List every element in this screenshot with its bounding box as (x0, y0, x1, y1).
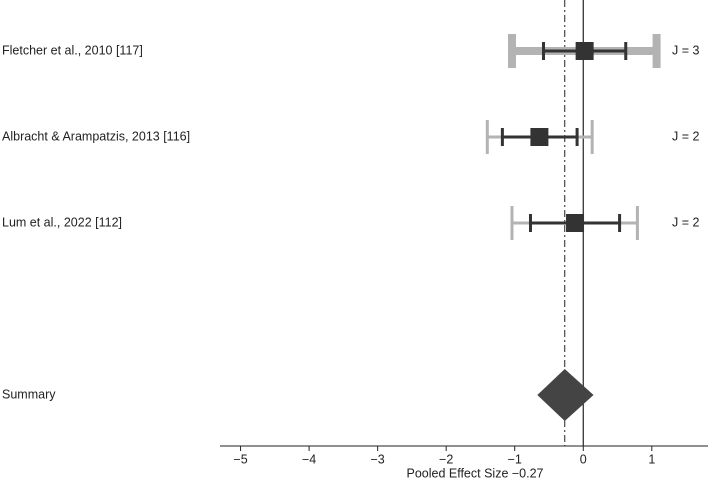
point-estimate (530, 128, 549, 146)
x-tick-label: −5 (233, 452, 247, 466)
x-tick-label: −2 (439, 452, 453, 466)
x-tick-label: −1 (508, 452, 522, 466)
summary-diamond (537, 369, 594, 421)
x-axis-label: Pooled Effect Size −0.27 (406, 466, 543, 480)
study-label: Fletcher et al., 2010 [117] (2, 43, 143, 57)
x-tick-label: −3 (371, 452, 385, 466)
study-label: Albracht & Arampatzis, 2013 [116] (2, 129, 190, 143)
x-tick-label: 0 (580, 452, 587, 466)
j-label: J = 2 (672, 215, 699, 229)
point-estimate (566, 214, 585, 232)
point-estimate (575, 42, 594, 60)
x-tick-label: −4 (302, 452, 316, 466)
study-label: Lum et al., 2022 [112] (2, 215, 122, 229)
j-label: J = 3 (672, 43, 699, 57)
j-label: J = 2 (672, 129, 699, 143)
summary-label: Summary (2, 387, 56, 401)
x-tick-label: 1 (648, 452, 655, 466)
